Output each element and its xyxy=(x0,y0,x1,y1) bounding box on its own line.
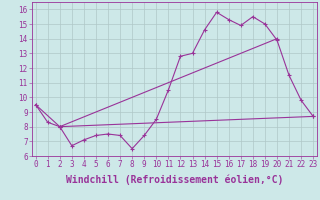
X-axis label: Windchill (Refroidissement éolien,°C): Windchill (Refroidissement éolien,°C) xyxy=(66,175,283,185)
